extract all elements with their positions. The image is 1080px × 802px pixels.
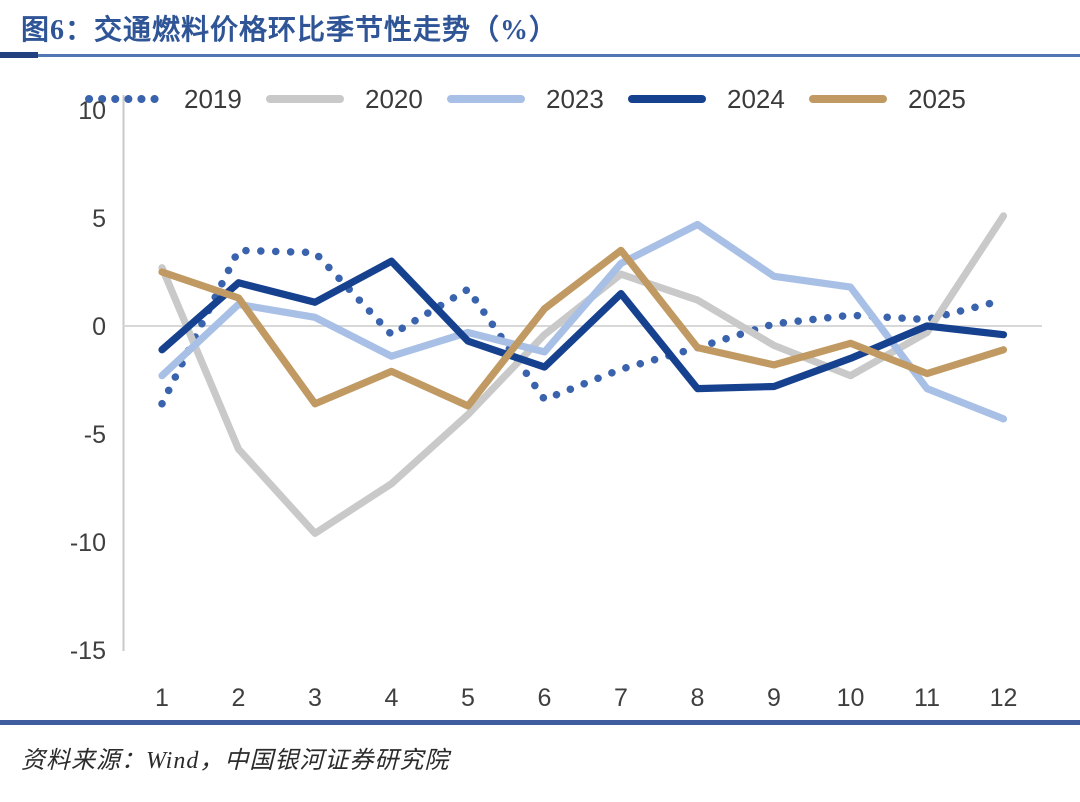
y-tick-label: -5 [84, 421, 106, 449]
x-tick-label: 1 [155, 684, 169, 712]
figure-title: 图6：交通燃料价格环比季节性走势（%） [21, 15, 559, 46]
x-tick-label: 2 [232, 684, 246, 712]
x-tick-label: 12 [990, 684, 1018, 712]
legend-item-2020: 2020 [265, 83, 446, 114]
legend-swatch-solid [266, 95, 344, 103]
x-tick-label: 8 [691, 684, 705, 712]
legend-item-2019: 2019 [84, 83, 265, 114]
series-line-2023 [158, 220, 1008, 423]
legend-label: 2024 [727, 83, 785, 114]
legend-item-2025: 2025 [808, 83, 989, 114]
legend-swatch-dotted [85, 95, 163, 103]
series-line-2024 [158, 257, 1008, 393]
x-tick-label: 10 [837, 684, 865, 712]
x-tick-label: 4 [385, 684, 399, 712]
x-tick-label: 9 [767, 684, 781, 712]
legend-label: 2020 [365, 83, 423, 114]
legend-label: 2023 [546, 83, 604, 114]
legend-swatch-solid [809, 95, 887, 103]
legend-swatch-solid [628, 95, 706, 103]
series-line-2020 [158, 212, 1008, 537]
chart-legend: 2019 2020 2023 2024 2025 [84, 83, 989, 114]
y-tick-label: 0 [92, 313, 106, 341]
footer-rule [0, 720, 1080, 725]
x-tick-label: 7 [614, 684, 628, 712]
y-tick-label: 5 [92, 205, 106, 233]
source-note: 资料来源：Wind，中国银河证券研究院 [21, 748, 450, 774]
legend-item-2023: 2023 [446, 83, 627, 114]
y-tick-label: 10 [78, 97, 106, 125]
y-tick-label: -15 [70, 637, 106, 665]
x-tick-label: 11 [914, 684, 940, 712]
y-tick-label: -10 [70, 529, 106, 557]
legend-swatch-solid [447, 95, 525, 103]
title-rule-left-cap [0, 52, 38, 58]
x-tick-label: 3 [308, 684, 322, 712]
legend-label: 2019 [184, 83, 242, 114]
legend-item-2024: 2024 [627, 83, 808, 114]
x-tick-label: 5 [461, 684, 475, 712]
x-tick-label: 6 [538, 684, 552, 712]
series-line-2025 [158, 246, 1008, 410]
title-rule [0, 54, 1080, 57]
series-line-2019 [158, 246, 1008, 408]
legend-label: 2025 [908, 83, 966, 114]
